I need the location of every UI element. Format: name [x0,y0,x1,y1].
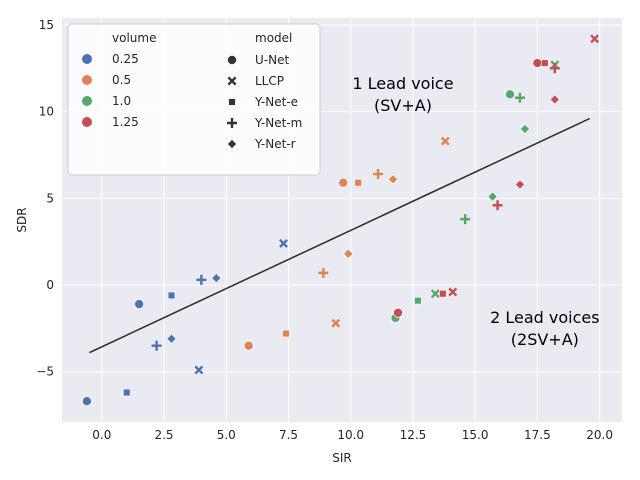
legend-box [67,23,321,176]
data-point [123,388,131,397]
data-point [549,63,560,74]
data-point [440,136,450,146]
data-point [549,94,560,105]
y-tick-label: −5 [36,365,54,379]
x-tick-label: 12.5 [400,428,427,442]
y-tick-label: 0 [46,278,54,292]
legend-model-marker [226,138,238,150]
legend-model-label: Y-Net-m [254,116,302,130]
legend-model-marker [228,98,236,106]
data-point [504,89,515,100]
data-point [492,200,503,211]
data-point [514,92,525,103]
y-axis-label: SDR [15,207,29,232]
data-point [166,333,177,344]
legend-model-label: LLCP [255,74,284,88]
x-tick-label: 20.0 [586,428,613,442]
legend-model-items: U-Net LLCP Y-Net-e Y-Net-m Y-Net-r [226,53,302,151]
legend-volume-label: 1.0 [112,94,131,108]
data-point [439,289,447,298]
annotation-text: (SV+A) [374,96,432,115]
legend-volume-label: 0.25 [112,52,139,66]
legend: volume model 0.25 0.5 1.0 1.25 U-Net LLCP Y-N… [67,23,321,176]
x-axis-label: SIR [332,451,352,465]
x-tick-label: 7.5 [279,428,298,442]
legend-volume-label: 0.5 [112,73,131,87]
legend-model-label: Y-Net-r [254,137,296,151]
data-point [318,267,329,278]
legend-model-marker [227,118,237,128]
data-point [354,179,362,187]
data-point [541,59,549,67]
x-tick-labels: 0.0 2.5 5.0 7.5 10.0 12.5 15.0 17.5 20.0 [92,428,613,442]
legend-model-title: model [255,31,292,45]
data-point [211,273,222,284]
data-point [414,296,422,305]
legend-model-marker [226,55,237,66]
legend-volume-items: 0.25 0.5 1.0 1.25 [82,52,139,129]
legend-volume-marker [82,54,92,64]
data-point [343,248,354,259]
data-point [448,287,458,297]
annotation-text: (2SV+A) [511,330,579,349]
separator-line [89,117,590,354]
data-point [151,340,162,351]
annotation-text: 2 Lead voices [490,308,599,327]
data-point [373,169,384,180]
x-tick-label: 5.0 [217,428,236,442]
legend-volume-title: volume [112,31,156,45]
legend-volume-marker [82,96,92,106]
legend-model-marker [227,76,237,86]
data-point [387,174,399,185]
data-point [487,191,498,202]
data-point [243,340,254,351]
data-point [81,396,92,407]
y-tick-label: 15 [39,18,54,32]
data-point [514,179,525,190]
annotations: 1 Lead voice (SV+A) 2 Lead voices (2SV+A) [352,74,599,349]
legend-model-label: U-Net [255,53,289,67]
legend-volume-label: 1.25 [112,115,139,129]
x-tick-label: 10.0 [337,428,364,442]
data-point [460,214,471,225]
y-tick-label: 10 [39,105,54,119]
x-tick-label: 2.5 [154,428,173,442]
data-point [279,238,288,248]
data-point [194,365,204,375]
data-point [532,58,543,69]
data-point [331,318,341,328]
data-point [392,307,403,318]
data-point [282,329,290,338]
legend-volume-marker [82,75,92,85]
data-point [196,274,207,285]
data-point [167,291,176,300]
y-tick-label: 5 [46,191,54,205]
legend-model-label: Y-Net-e [254,95,298,109]
x-tick-label: 0.0 [92,428,111,442]
data-point [590,34,600,44]
x-tick-label: 17.5 [524,428,551,442]
legend-volume-marker [82,117,92,127]
annotation-text: 1 Lead voice [352,74,453,93]
separator-line-segment [89,117,590,354]
y-tick-labels: −5 0 5 10 15 [36,18,54,379]
data-point [430,289,440,299]
data-point [338,177,349,188]
data-point [134,299,145,310]
data-points [81,34,600,407]
data-point [519,123,530,134]
x-tick-label: 15.0 [462,428,489,442]
